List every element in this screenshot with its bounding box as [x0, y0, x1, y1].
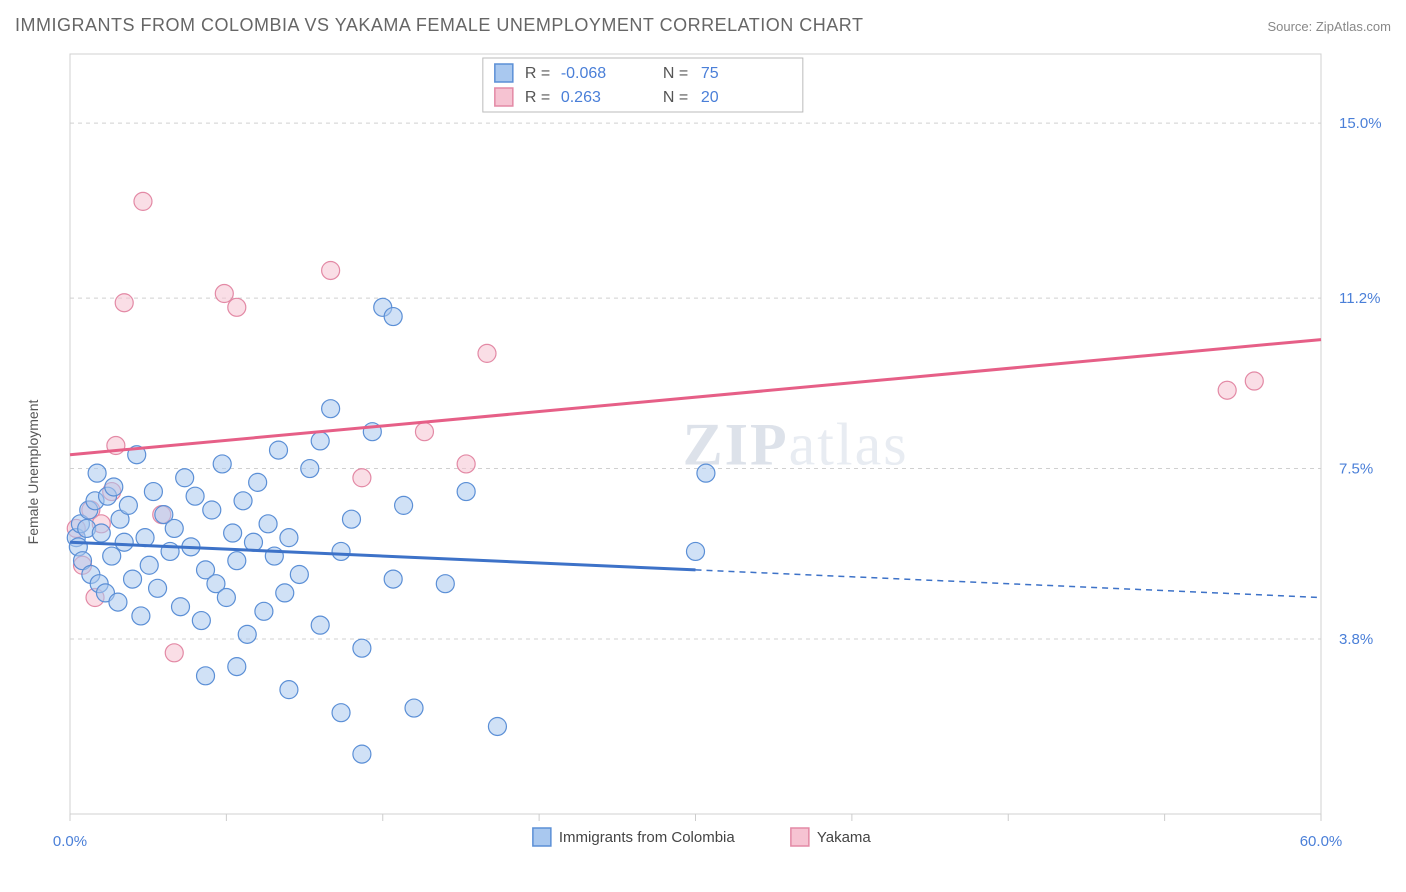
stats-r-value: 0.263	[561, 89, 601, 106]
scatter-point	[384, 308, 402, 326]
scatter-point	[259, 515, 277, 533]
scatter-point	[165, 519, 183, 537]
scatter-point	[311, 616, 329, 634]
scatter-point	[405, 699, 423, 717]
scatter-point	[224, 524, 242, 542]
scatter-point	[144, 483, 162, 501]
scatter-point	[172, 598, 190, 616]
y-tick-label: 15.0%	[1339, 115, 1382, 132]
scatter-point	[213, 455, 231, 473]
scatter-point	[255, 602, 273, 620]
legend-swatch	[533, 828, 551, 846]
scatter-point	[353, 469, 371, 487]
scatter-point	[119, 496, 137, 514]
source-prefix: Source:	[1267, 19, 1315, 34]
scatter-point	[105, 478, 123, 496]
stats-n-value: 75	[701, 65, 719, 82]
scatter-point	[234, 492, 252, 510]
scatter-point	[115, 533, 133, 551]
scatter-point	[384, 570, 402, 588]
scatter-point	[215, 285, 233, 303]
scatter-point	[1245, 372, 1263, 390]
legend-label: Yakama	[817, 829, 872, 846]
scatter-point	[88, 464, 106, 482]
stats-n-label: N =	[663, 89, 688, 106]
scatter-point	[457, 455, 475, 473]
x-tick-label: 60.0%	[1300, 833, 1343, 850]
scatter-point	[280, 681, 298, 699]
scatter-point	[687, 542, 705, 560]
scatter-point	[228, 552, 246, 570]
scatter-point	[353, 745, 371, 763]
scatter-point	[395, 496, 413, 514]
chart-svg: 3.8% 7.5% 11.2% 15.0% ZIPatlas 0.0% 60.0% Femal…	[15, 44, 1391, 864]
scatter-point	[103, 547, 121, 565]
y-tick-label: 3.8%	[1339, 631, 1373, 648]
scatter-point	[697, 464, 715, 482]
scatter-point	[132, 607, 150, 625]
scatter-point	[342, 510, 360, 528]
scatter-point	[176, 469, 194, 487]
scatter-point	[1218, 381, 1236, 399]
y-axis-label: Female Unemployment	[25, 400, 41, 545]
scatter-point	[124, 570, 142, 588]
scatter-point	[276, 584, 294, 602]
scatter-point	[290, 565, 308, 583]
y-tick-label: 7.5%	[1339, 461, 1373, 478]
y-tick-label: 11.2%	[1339, 290, 1380, 307]
scatter-point	[186, 487, 204, 505]
scatter-point	[217, 589, 235, 607]
scatter-point	[238, 625, 256, 643]
scatter-point	[203, 501, 221, 519]
scatter-point	[244, 533, 262, 551]
stats-r-label: R =	[525, 89, 550, 106]
source-link[interactable]: ZipAtlas.com	[1316, 19, 1391, 34]
scatter-point	[332, 542, 350, 560]
scatter-point	[228, 298, 246, 316]
stats-n-label: N =	[663, 65, 688, 82]
scatter-point	[192, 612, 210, 630]
watermark: ZIPatlas	[683, 411, 909, 477]
stats-swatch	[495, 64, 513, 82]
scatter-point	[353, 639, 371, 657]
stats-n-value: 20	[701, 89, 719, 106]
legend-swatch	[791, 828, 809, 846]
scatter-point	[92, 524, 110, 542]
scatter-point	[322, 400, 340, 418]
x-tick-label: 0.0%	[53, 833, 87, 850]
scatter-point	[311, 432, 329, 450]
scatter-point	[332, 704, 350, 722]
scatter-point	[280, 529, 298, 547]
scatter-point	[134, 192, 152, 210]
scatter-point	[149, 579, 167, 597]
scatter-point	[415, 423, 433, 441]
source-attribution: Source: ZipAtlas.com	[1267, 19, 1391, 34]
correlation-chart: 3.8% 7.5% 11.2% 15.0% ZIPatlas 0.0% 60.0% Femal…	[15, 44, 1391, 864]
scatter-point	[228, 658, 246, 676]
stats-r-label: R =	[525, 65, 550, 82]
scatter-point	[270, 441, 288, 459]
scatter-point	[197, 667, 215, 685]
scatter-point	[436, 575, 454, 593]
scatter-point	[115, 294, 133, 312]
scatter-point	[322, 261, 340, 279]
scatter-point	[249, 473, 267, 491]
legend-label: Immigrants from Colombia	[559, 829, 736, 846]
stats-r-value: -0.068	[561, 65, 606, 82]
chart-title: IMMIGRANTS FROM COLOMBIA VS YAKAMA FEMAL…	[15, 15, 863, 36]
scatter-point	[140, 556, 158, 574]
stats-swatch	[495, 88, 513, 106]
scatter-point	[488, 717, 506, 735]
scatter-point	[301, 460, 319, 478]
scatter-point	[457, 483, 475, 501]
scatter-point	[478, 344, 496, 362]
scatter-point	[109, 593, 127, 611]
scatter-point	[165, 644, 183, 662]
